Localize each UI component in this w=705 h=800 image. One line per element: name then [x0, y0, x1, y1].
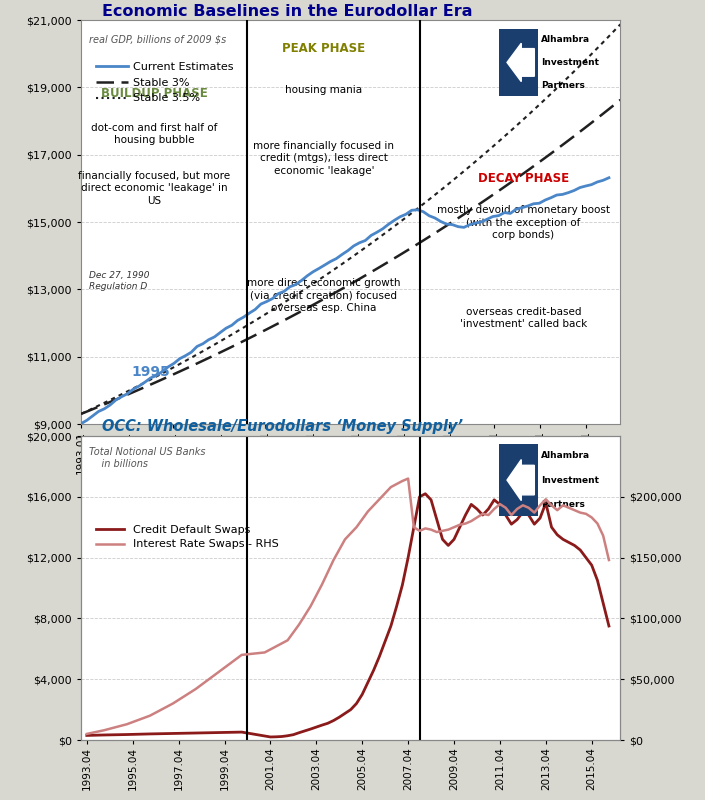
Text: financially focused, but more
direct economic 'leakage' in
US: financially focused, but more direct eco…: [78, 171, 230, 206]
Text: BUILDUP PHASE: BUILDUP PHASE: [101, 86, 207, 100]
Text: more direct economic growth
(via credit creation) focused
overseas esp. China: more direct economic growth (via credit …: [247, 278, 400, 313]
Text: Economic Baselines in the Eurodollar Era: Economic Baselines in the Eurodollar Era: [102, 4, 473, 19]
Text: real GDP, billions of 2009 $s: real GDP, billions of 2009 $s: [89, 34, 226, 44]
Text: housing mania: housing mania: [286, 85, 362, 94]
Text: 1995: 1995: [132, 365, 171, 378]
Text: overseas credit-based
'investment' called back: overseas credit-based 'investment' calle…: [460, 306, 587, 329]
Text: mostly devoid of monetary boost
(with the exception of
corp bonds): mostly devoid of monetary boost (with th…: [437, 206, 610, 240]
Text: Dec 27, 1990
Regulation D: Dec 27, 1990 Regulation D: [89, 271, 149, 290]
Text: PEAK PHASE: PEAK PHASE: [282, 42, 365, 55]
Legend: Credit Default Swaps, Interest Rate Swaps - RHS: Credit Default Swaps, Interest Rate Swap…: [92, 521, 283, 554]
Text: dot-com and first half of
housing bubble: dot-com and first half of housing bubble: [91, 123, 217, 146]
Legend: Current Estimates, Stable 3%, Stable 3.5%: Current Estimates, Stable 3%, Stable 3.5…: [92, 58, 238, 108]
Text: more financially focused in
credit (mtgs), less direct
economic 'leakage': more financially focused in credit (mtgs…: [253, 141, 394, 175]
Text: Total Notional US Banks
    in billions: Total Notional US Banks in billions: [89, 446, 206, 469]
Text: DECAY PHASE: DECAY PHASE: [478, 172, 569, 185]
Text: OCC: Wholesale/Eurodollars ‘Money Supply’: OCC: Wholesale/Eurodollars ‘Money Supply…: [102, 419, 463, 434]
